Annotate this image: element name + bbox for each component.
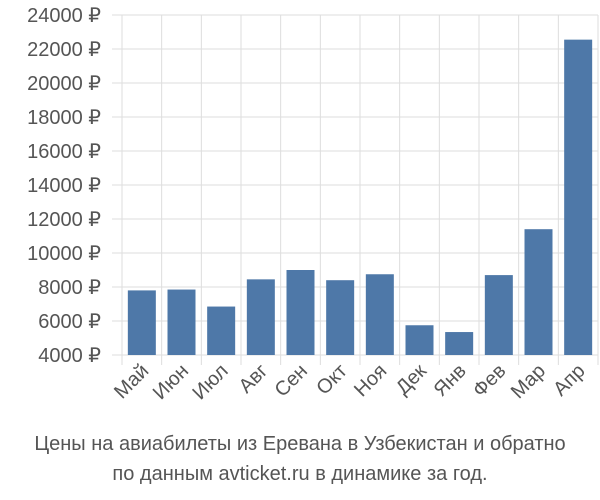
x-tick-label: Янв: [430, 360, 471, 401]
bar: [246, 279, 275, 355]
bar: [365, 274, 394, 355]
x-tick-label: Мар: [507, 360, 550, 403]
x-tick-label: Июн: [149, 360, 193, 404]
x-tick-label: Авг: [235, 360, 273, 398]
y-axis-tick-labels: 4000 ₽ 6000 ₽ 8000 ₽ 10000 ₽ 12000 ₽ 14000 ₽ 1…: [27, 5, 101, 367]
bar: [286, 270, 315, 355]
chart-caption-line-2: по данным avticket.ru в динамике за год.: [112, 463, 488, 485]
x-tick-label: Июл: [188, 360, 232, 404]
chart-caption-line-1: Цены на авиабилеты из Еревана в Узбекист…: [34, 433, 566, 455]
y-tick-label: 12000 ₽: [27, 209, 101, 231]
x-tick-label: Дек: [392, 360, 431, 399]
y-tick-label: 22000 ₽: [27, 39, 101, 61]
x-tick-label: Фев: [469, 360, 511, 402]
y-tick-label: 4000 ₽: [38, 345, 101, 367]
y-tick-label: 10000 ₽: [27, 243, 101, 265]
bar: [445, 332, 474, 355]
y-tick-label: 18000 ₽: [27, 107, 101, 129]
x-tick-label: Окт: [312, 360, 351, 399]
bar: [326, 280, 355, 355]
x-tick-label: Ноя: [350, 360, 391, 401]
bar: [484, 275, 513, 355]
bar-chart: 4000 ₽ 6000 ₽ 8000 ₽ 10000 ₽ 12000 ₽ 14000 ₽ 1…: [27, 5, 599, 404]
y-tick-label: 16000 ₽: [27, 141, 101, 163]
bar: [207, 306, 236, 355]
y-tick-label: 8000 ₽: [38, 277, 101, 299]
bar: [524, 229, 553, 355]
y-tick-label: 20000 ₽: [27, 73, 101, 95]
y-tick-label: 14000 ₽: [27, 175, 101, 197]
bar: [167, 289, 196, 355]
bar: [127, 290, 156, 355]
bars: [127, 39, 593, 356]
x-tick-label: Апр: [549, 360, 590, 401]
x-tick-label: Май: [110, 360, 153, 403]
bar: [405, 325, 434, 355]
y-tick-label: 24000 ₽: [27, 5, 101, 27]
bar: [564, 39, 593, 356]
grid-lines: [112, 14, 599, 365]
x-tick-label: Сен: [271, 360, 312, 401]
y-tick-label: 6000 ₽: [38, 311, 101, 333]
